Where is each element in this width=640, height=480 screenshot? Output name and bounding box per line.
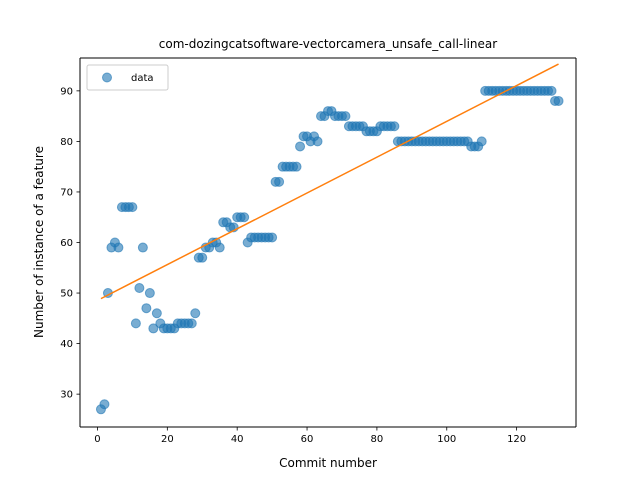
data-point bbox=[151, 308, 162, 319]
legend: data bbox=[86, 64, 169, 91]
data-point bbox=[546, 85, 557, 96]
data-point bbox=[295, 141, 306, 152]
x-tick-label: 80 bbox=[371, 434, 384, 445]
data-point bbox=[127, 202, 138, 213]
data-point bbox=[130, 318, 141, 329]
data-point bbox=[186, 318, 197, 329]
data-point bbox=[312, 136, 323, 147]
x-tick-label: 60 bbox=[301, 434, 314, 445]
fit-line bbox=[100, 63, 559, 300]
y-tick-label: 30 bbox=[60, 390, 73, 401]
legend-label-data: data bbox=[131, 73, 154, 84]
data-point bbox=[553, 95, 564, 106]
fit-line-group bbox=[100, 63, 559, 300]
data-point bbox=[134, 282, 145, 293]
data-point bbox=[137, 242, 148, 253]
data-point bbox=[389, 121, 400, 132]
x-tick-label: 40 bbox=[231, 434, 244, 445]
data-point bbox=[99, 399, 110, 410]
y-axis-label: Number of instance of a feature bbox=[32, 146, 46, 338]
x-tick-label: 120 bbox=[507, 434, 526, 445]
y-tick-label: 60 bbox=[60, 238, 73, 249]
chart-title: com-dozingcatsoftware-vectorcamera_unsaf… bbox=[159, 37, 497, 51]
y-tick-label: 50 bbox=[60, 289, 73, 300]
data-point bbox=[197, 252, 208, 263]
y-tick-label: 40 bbox=[60, 339, 73, 350]
data-marks bbox=[95, 85, 564, 415]
data-point bbox=[113, 242, 124, 253]
data-point bbox=[340, 111, 351, 122]
data-point bbox=[267, 232, 278, 243]
data-point bbox=[476, 136, 487, 147]
legend-box bbox=[86, 64, 169, 91]
x-ticks: 0 20 40 60 80 100 120 bbox=[94, 427, 526, 445]
data-point bbox=[190, 308, 201, 319]
data-point bbox=[148, 323, 159, 334]
y-tick-label: 90 bbox=[60, 86, 73, 97]
data-point bbox=[274, 176, 285, 187]
y-tick-label: 70 bbox=[60, 187, 73, 198]
legend-marker-data bbox=[102, 72, 112, 83]
data-point bbox=[214, 242, 225, 253]
y-tick-label: 80 bbox=[60, 137, 73, 148]
x-tick-label: 100 bbox=[437, 434, 456, 445]
data-point bbox=[239, 212, 250, 223]
data-point bbox=[144, 288, 155, 299]
y-ticks: 30 40 50 60 70 80 90 bbox=[60, 86, 80, 401]
data-point bbox=[291, 161, 302, 172]
x-tick-label: 20 bbox=[161, 434, 174, 445]
data-point bbox=[141, 303, 152, 314]
x-axis-label: Commit number bbox=[279, 456, 377, 470]
x-tick-label: 0 bbox=[94, 434, 100, 445]
